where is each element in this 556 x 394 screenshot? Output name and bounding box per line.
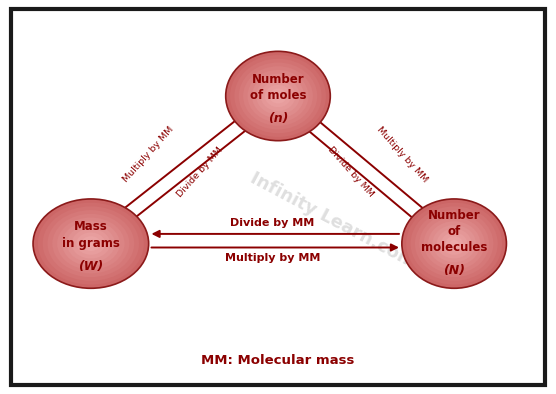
Ellipse shape xyxy=(47,210,134,277)
Ellipse shape xyxy=(226,51,330,141)
Text: MM: Molecular mass: MM: Molecular mass xyxy=(201,354,355,367)
Ellipse shape xyxy=(86,240,96,247)
Ellipse shape xyxy=(230,55,326,137)
Ellipse shape xyxy=(450,240,459,247)
Ellipse shape xyxy=(38,203,144,284)
Ellipse shape xyxy=(274,92,282,100)
Ellipse shape xyxy=(57,217,125,269)
Text: Number
of moles: Number of moles xyxy=(250,73,306,102)
Text: Divide by MM: Divide by MM xyxy=(326,145,375,199)
Ellipse shape xyxy=(235,59,321,133)
Ellipse shape xyxy=(433,225,476,262)
Ellipse shape xyxy=(445,236,463,251)
Ellipse shape xyxy=(424,217,485,269)
Ellipse shape xyxy=(436,229,471,258)
Ellipse shape xyxy=(256,77,300,115)
Ellipse shape xyxy=(81,236,101,251)
Ellipse shape xyxy=(428,221,480,266)
Text: (N): (N) xyxy=(443,264,465,277)
Ellipse shape xyxy=(441,232,467,255)
Ellipse shape xyxy=(62,221,120,266)
Text: Multiply by MM: Multiply by MM xyxy=(375,125,429,184)
Text: Infinity Learn.com: Infinity Learn.com xyxy=(247,169,419,271)
Text: Multiply by MM: Multiply by MM xyxy=(225,253,320,263)
Ellipse shape xyxy=(252,74,304,118)
Ellipse shape xyxy=(406,203,502,284)
Ellipse shape xyxy=(265,85,291,107)
Ellipse shape xyxy=(243,66,313,126)
Text: Mass
in grams: Mass in grams xyxy=(62,220,120,250)
Text: Multiply by MM: Multiply by MM xyxy=(122,125,176,184)
Text: (n): (n) xyxy=(268,112,288,125)
Ellipse shape xyxy=(410,206,498,281)
Ellipse shape xyxy=(419,214,489,273)
Text: Divide by MM: Divide by MM xyxy=(175,145,225,199)
Ellipse shape xyxy=(247,70,309,122)
Ellipse shape xyxy=(67,225,115,262)
Ellipse shape xyxy=(52,214,130,273)
Ellipse shape xyxy=(33,199,148,288)
Ellipse shape xyxy=(239,63,317,130)
Text: Divide by MM: Divide by MM xyxy=(230,218,315,228)
Ellipse shape xyxy=(269,89,287,104)
Ellipse shape xyxy=(72,229,110,258)
Text: (W): (W) xyxy=(78,260,103,273)
Ellipse shape xyxy=(43,206,139,281)
Ellipse shape xyxy=(76,232,105,255)
Ellipse shape xyxy=(261,81,295,111)
Text: Number
of
molecules: Number of molecules xyxy=(421,209,487,254)
Ellipse shape xyxy=(402,199,507,288)
Ellipse shape xyxy=(415,210,493,277)
